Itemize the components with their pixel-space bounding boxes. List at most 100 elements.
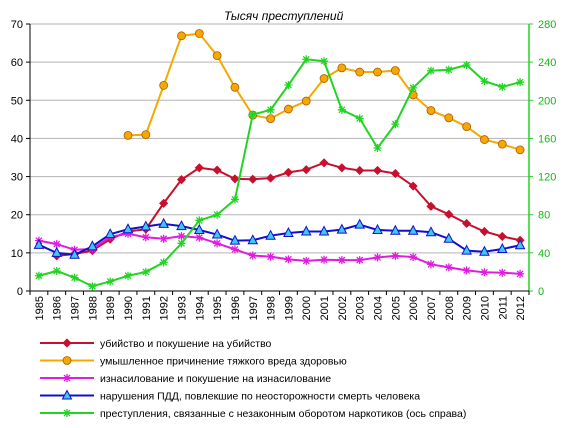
y-tick-label-left: 40 [11,133,23,145]
data-point [52,266,61,275]
data-point [444,65,453,74]
data-point [159,198,169,208]
data-point [211,228,223,239]
data-point [266,105,275,114]
x-tick-label: 1989 [105,296,117,320]
x-tick-label: 1998 [266,296,278,320]
data-point [283,167,293,177]
x-tick-label: 2002 [337,296,349,320]
legend-label: преступления, связанные с незаконным обо… [100,408,466,420]
y-tick-label-right: 80 [538,210,550,222]
data-point [444,263,453,272]
data-point [194,29,204,38]
plot-area [30,24,529,291]
data-point [284,104,293,114]
data-point [230,195,239,204]
data-point [302,256,311,265]
data-point [230,82,240,92]
data-point [391,120,400,129]
legend-label: изнасилование и покушение на изнасилован… [100,373,331,385]
x-tick-label: 2007 [426,296,438,320]
x-tick-label: 2011 [497,296,509,320]
data-point [141,130,151,140]
data-point [34,271,43,280]
data-point [248,174,258,184]
y-tick-label-left: 70 [11,19,23,31]
y-tick-label-right: 120 [538,172,556,184]
data-point [337,256,346,265]
data-point [318,225,330,236]
y-tick-label-left: 20 [11,210,23,222]
data-point [355,165,365,176]
data-point [354,218,366,229]
data-point [515,145,525,155]
x-tick-label: 1996 [230,296,242,320]
data-point [176,220,187,231]
data-point [461,244,472,255]
data-point [391,251,400,260]
series-line [38,58,521,288]
data-point [426,201,436,211]
data-point [124,271,133,280]
legend-swatch-marker [61,389,73,400]
y-tick-label-right: 40 [538,248,550,260]
x-tick-label: 1997 [248,296,260,320]
data-point [300,225,312,236]
data-point [159,258,168,267]
data-point [106,277,115,286]
data-point [355,256,364,265]
legend-swatch-marker [62,356,72,365]
data-point [409,253,418,262]
data-point [372,165,383,176]
x-tick-label: 1987 [70,296,82,320]
series-layer [33,29,526,291]
data-point [480,268,489,277]
data-point [248,110,257,119]
y-tick-label-left: 50 [11,95,23,107]
data-point [516,269,525,278]
data-point [337,163,347,173]
x-tick-label: 2003 [355,296,367,320]
data-point [230,174,240,184]
x-tick-label: 2010 [479,296,491,320]
data-point [104,228,116,239]
data-point [425,226,437,237]
legend: убийство и покушение на убийство умышленн… [40,338,466,420]
x-tick-label: 2001 [319,296,331,320]
data-point [212,165,222,175]
series-5 [34,55,525,291]
data-point [373,253,382,262]
x-tick-label: 1999 [283,296,295,320]
x-tick-label: 1985 [34,296,46,320]
legend-item-3: изнасилование и покушение на изнасилован… [40,373,331,385]
data-point [408,181,418,191]
data-point [177,239,186,248]
data-point [52,240,61,249]
data-point [284,255,293,264]
data-point [213,210,222,219]
series-line [38,222,521,256]
data-point [141,233,150,242]
legend-label: нарушения ПДД, повлекшие по неосторожнос… [100,391,420,403]
y-tick-label-right: 160 [538,133,556,145]
y-tick-label-right: 240 [538,57,556,69]
legend-swatch-marker [63,374,71,382]
y-tick-label-right: 280 [538,19,556,31]
y-tick-label-left: 30 [11,172,23,184]
data-point [230,245,239,254]
data-point [177,31,186,41]
data-point [88,282,97,291]
data-point [372,223,383,234]
x-tick-label: 1986 [52,296,64,320]
data-point [373,67,382,77]
data-point [283,226,294,238]
data-point [426,106,436,115]
data-point [320,57,329,66]
y-tick-label-left: 10 [11,248,23,260]
x-tick-label: 1990 [123,296,135,320]
data-point [193,223,205,234]
data-point [195,233,204,242]
axes: 0 10 20 30 40 50 60 70 0 40 80 120 160 200 240 280 1985 1… [11,19,557,320]
data-point [480,135,489,144]
